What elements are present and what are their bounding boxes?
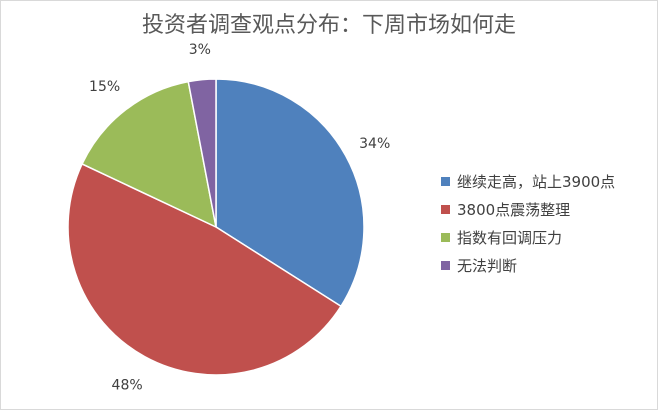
pie-slice-4 (187, 78, 217, 228)
data-label-1: 34% (359, 136, 390, 152)
legend-label: 3800点震荡整理 (457, 200, 571, 219)
pie-slice-2 (67, 162, 342, 376)
legend-swatch (441, 176, 450, 186)
pie-slice-1 (215, 78, 365, 308)
data-label-4: 3% (189, 42, 211, 58)
legend-item-2: 3800点震荡整理 (441, 195, 615, 223)
data-label-3: 15% (89, 79, 120, 95)
data-labels: 34% 48% 15% 3% (89, 42, 390, 394)
legend: 继续走高，站上3900点 3800点震荡整理 指数有回调压力 无法判断 (441, 167, 615, 279)
legend-item-1: 继续走高，站上3900点 (441, 167, 615, 195)
data-label-2: 48% (112, 378, 143, 394)
legend-swatch (441, 260, 450, 270)
legend-item-4: 无法判断 (441, 251, 615, 279)
legend-label: 继续走高，站上3900点 (457, 172, 616, 191)
legend-label: 指数有回调压力 (457, 228, 563, 247)
pie-slice-3 (81, 80, 218, 229)
legend-swatch (441, 232, 450, 242)
legend-item-3: 指数有回调压力 (441, 223, 615, 251)
legend-label: 无法判断 (457, 256, 518, 275)
chart-title: 投资者调查观点分布：下周市场如何走 (141, 13, 516, 38)
legend-swatch (441, 204, 450, 214)
pie-slices (67, 78, 365, 376)
